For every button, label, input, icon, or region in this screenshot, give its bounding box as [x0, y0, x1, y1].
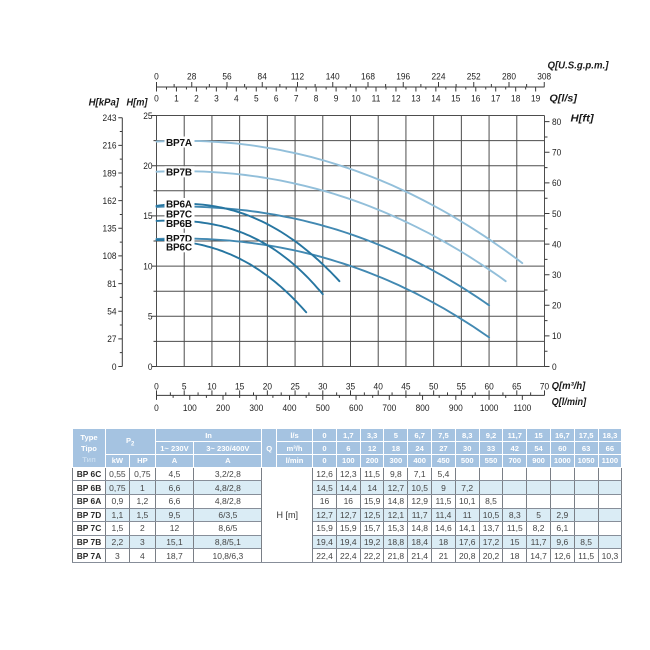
- svg-text:3: 3: [214, 93, 219, 104]
- svg-text:H[m]: H[m]: [127, 96, 148, 108]
- svg-text:30: 30: [552, 270, 561, 281]
- svg-text:0: 0: [154, 381, 159, 392]
- svg-text:Q[l/min]: Q[l/min]: [552, 396, 587, 408]
- svg-text:112: 112: [291, 71, 304, 82]
- svg-text:700: 700: [382, 403, 396, 414]
- svg-text:0: 0: [154, 93, 159, 104]
- svg-text:65: 65: [512, 381, 521, 392]
- svg-text:70: 70: [540, 381, 549, 392]
- svg-text:BP7C: BP7C: [166, 209, 192, 220]
- svg-text:17: 17: [491, 93, 500, 104]
- svg-text:5: 5: [148, 311, 153, 322]
- svg-text:60: 60: [484, 381, 493, 392]
- svg-text:25: 25: [143, 110, 152, 121]
- svg-text:80: 80: [552, 117, 561, 128]
- svg-text:108: 108: [103, 251, 117, 262]
- svg-text:5: 5: [254, 93, 259, 104]
- svg-text:0: 0: [552, 361, 557, 372]
- svg-text:55: 55: [457, 381, 466, 392]
- svg-text:28: 28: [187, 71, 196, 82]
- svg-text:2: 2: [194, 93, 199, 104]
- svg-text:60: 60: [552, 178, 561, 189]
- svg-text:35: 35: [346, 381, 355, 392]
- svg-text:Q[l/s]: Q[l/s]: [549, 93, 577, 105]
- svg-text:15: 15: [451, 93, 460, 104]
- svg-text:10: 10: [552, 331, 561, 342]
- svg-text:13: 13: [411, 93, 420, 104]
- svg-text:BP6A: BP6A: [166, 199, 192, 210]
- svg-text:224: 224: [432, 71, 446, 82]
- svg-text:400: 400: [283, 403, 297, 414]
- svg-text:300: 300: [249, 403, 263, 414]
- svg-text:BP6B: BP6B: [166, 219, 192, 230]
- svg-text:15: 15: [143, 211, 152, 222]
- svg-text:H[ft]: H[ft]: [571, 113, 595, 125]
- svg-text:10: 10: [143, 261, 152, 272]
- svg-text:1000: 1000: [480, 403, 499, 414]
- svg-text:56: 56: [222, 71, 231, 82]
- svg-text:15: 15: [235, 381, 244, 392]
- svg-text:0: 0: [154, 71, 159, 82]
- svg-text:70: 70: [552, 147, 561, 158]
- svg-text:1100: 1100: [513, 403, 531, 414]
- svg-text:162: 162: [103, 195, 117, 206]
- svg-text:BP7A: BP7A: [166, 138, 192, 149]
- svg-text:81: 81: [107, 278, 116, 289]
- svg-text:20: 20: [552, 300, 561, 311]
- svg-text:1: 1: [174, 93, 179, 104]
- svg-text:4: 4: [234, 93, 239, 104]
- svg-text:100: 100: [183, 403, 197, 414]
- svg-text:50: 50: [429, 381, 438, 392]
- svg-text:8: 8: [314, 93, 319, 104]
- svg-text:196: 196: [396, 71, 410, 82]
- svg-text:14: 14: [431, 93, 440, 104]
- svg-text:900: 900: [449, 403, 463, 414]
- svg-text:40: 40: [552, 239, 561, 250]
- svg-text:135: 135: [103, 223, 117, 234]
- svg-text:25: 25: [290, 381, 299, 392]
- svg-text:5: 5: [182, 381, 187, 392]
- svg-text:16: 16: [471, 93, 480, 104]
- svg-text:168: 168: [361, 71, 375, 82]
- svg-text:BP7B: BP7B: [166, 168, 192, 179]
- svg-text:500: 500: [316, 403, 330, 414]
- svg-text:19: 19: [531, 93, 540, 104]
- svg-text:H[kPa]: H[kPa]: [89, 96, 120, 108]
- svg-text:200: 200: [216, 403, 230, 414]
- svg-text:30: 30: [318, 381, 327, 392]
- svg-text:27: 27: [107, 334, 116, 345]
- svg-text:280: 280: [502, 71, 516, 82]
- svg-text:50: 50: [552, 208, 561, 219]
- svg-text:40: 40: [374, 381, 383, 392]
- svg-text:12: 12: [391, 93, 400, 104]
- svg-text:216: 216: [103, 140, 117, 151]
- svg-text:0: 0: [148, 361, 153, 372]
- svg-text:0: 0: [154, 403, 159, 414]
- svg-text:9: 9: [334, 93, 339, 104]
- svg-text:BP7D: BP7D: [166, 234, 192, 245]
- svg-text:Q[U.S.g.p.m.]: Q[U.S.g.p.m.]: [548, 60, 609, 72]
- svg-text:800: 800: [416, 403, 430, 414]
- svg-text:7: 7: [294, 93, 299, 104]
- svg-text:243: 243: [103, 113, 117, 124]
- svg-text:11: 11: [372, 93, 381, 104]
- svg-text:45: 45: [401, 381, 410, 392]
- svg-text:308: 308: [537, 71, 551, 82]
- svg-text:0: 0: [112, 361, 117, 372]
- svg-text:Q[m³/h]: Q[m³/h]: [552, 380, 586, 392]
- svg-text:140: 140: [326, 71, 340, 82]
- svg-text:18: 18: [511, 93, 520, 104]
- svg-text:20: 20: [263, 381, 272, 392]
- svg-text:84: 84: [258, 71, 267, 82]
- svg-text:600: 600: [349, 403, 363, 414]
- svg-text:54: 54: [107, 306, 116, 317]
- svg-text:189: 189: [103, 168, 117, 179]
- svg-text:BP6C: BP6C: [166, 243, 192, 254]
- svg-text:10: 10: [351, 93, 360, 104]
- svg-text:252: 252: [467, 71, 481, 82]
- svg-text:20: 20: [143, 161, 152, 172]
- svg-text:10: 10: [207, 381, 216, 392]
- svg-text:6: 6: [274, 93, 279, 104]
